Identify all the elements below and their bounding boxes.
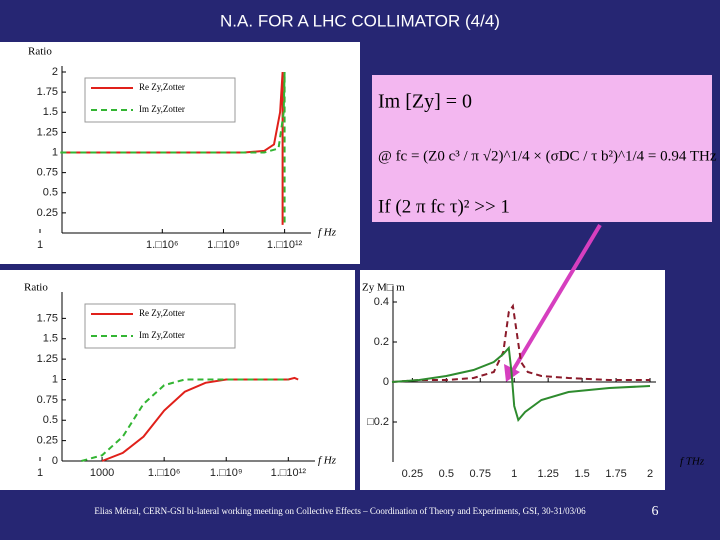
series-line	[101, 376, 299, 462]
x-tick-label: 1.□10¹²	[271, 467, 307, 479]
series-line	[81, 378, 289, 462]
legend-box	[84, 77, 236, 123]
y-axis-label: Zy M□ m	[362, 282, 405, 294]
panel	[0, 270, 355, 490]
x-tick-label: 0.5	[439, 468, 454, 480]
y-tick-label: 0.75	[37, 167, 58, 179]
x-axis-label: f THz	[680, 456, 705, 468]
y-tick-label: 0	[52, 455, 58, 467]
x-tick-label: 1.25	[537, 468, 558, 480]
x-tick-label: 1	[511, 468, 517, 480]
formula-line: If (2 π fc τ)² >> 1	[378, 196, 510, 217]
x-tick-label: 1.75	[605, 468, 626, 480]
page-number: 6	[652, 504, 659, 519]
slide-title: N.A. FOR A LHC COLLIMATOR (4/4)	[220, 11, 500, 30]
x-tick-label: 1.5	[574, 468, 589, 480]
x-axis-label: f Hz	[318, 455, 337, 467]
formula-box	[372, 75, 712, 222]
x-tick-label: 1.□10⁶	[146, 239, 179, 251]
y-tick-label: 2	[52, 66, 58, 78]
footer: Elias Métral, CERN-GSI bi-lateral workin…	[94, 506, 586, 516]
legend-label: Re Zy,Zotter	[139, 308, 185, 318]
series-line	[60, 71, 286, 225]
y-tick-label: 0.25	[37, 207, 58, 219]
y-tick-label: 0.75	[37, 394, 58, 406]
x-tick-label: 0.75	[470, 468, 491, 480]
x-tick-label: 2	[647, 468, 653, 480]
x-tick-label: 1.□10¹²	[267, 239, 303, 251]
y-tick-label: 0.25	[37, 435, 58, 447]
series-line	[391, 345, 651, 423]
x-tick-label: 1000	[90, 467, 114, 479]
x-tick-label: 1	[37, 239, 43, 251]
x-tick-label: 1.□10⁶	[148, 467, 181, 479]
y-tick-label: 1.5	[43, 106, 58, 118]
formula-line: Im [Zy] = 0	[378, 91, 472, 113]
y-tick-label: 1	[52, 373, 58, 385]
y-axis-label: Ratio	[24, 282, 48, 294]
legend-label: Im Zy,Zotter	[139, 330, 185, 340]
x-tick-label: 0.25	[402, 468, 423, 480]
y-tick-label: 0.5	[43, 414, 58, 426]
y-tick-label: 0	[383, 376, 389, 388]
x-tick-label: 1.□10⁹	[210, 467, 243, 479]
y-tick-label: 1.25	[37, 353, 58, 365]
arrow	[510, 223, 602, 374]
x-tick-label: 1.□10⁹	[207, 239, 240, 251]
y-tick-label: 1.75	[37, 312, 58, 324]
x-axis-label: f Hz	[318, 227, 337, 239]
y-tick-label: 1	[52, 146, 58, 158]
y-tick-label: 0.2	[374, 336, 389, 348]
y-tick-label: 1.25	[37, 126, 58, 138]
y-axis-label: Ratio	[28, 46, 52, 58]
y-tick-label: 0.5	[43, 187, 58, 199]
formula-line: @ fc = (Z0 c³ / π √2)^1/4 × (σDC / τ b²)…	[378, 148, 717, 164]
legend-label: Re Zy,Zotter	[139, 82, 185, 92]
y-tick-label: 1.75	[37, 86, 58, 98]
legend-label: Im Zy,Zotter	[139, 104, 185, 114]
y-tick-label: □0.2	[367, 416, 389, 428]
x-tick-label: 1	[37, 467, 43, 479]
y-tick-label: 1.5	[43, 333, 58, 345]
legend-box	[84, 303, 236, 349]
y-tick-label: 0.4	[374, 296, 389, 308]
